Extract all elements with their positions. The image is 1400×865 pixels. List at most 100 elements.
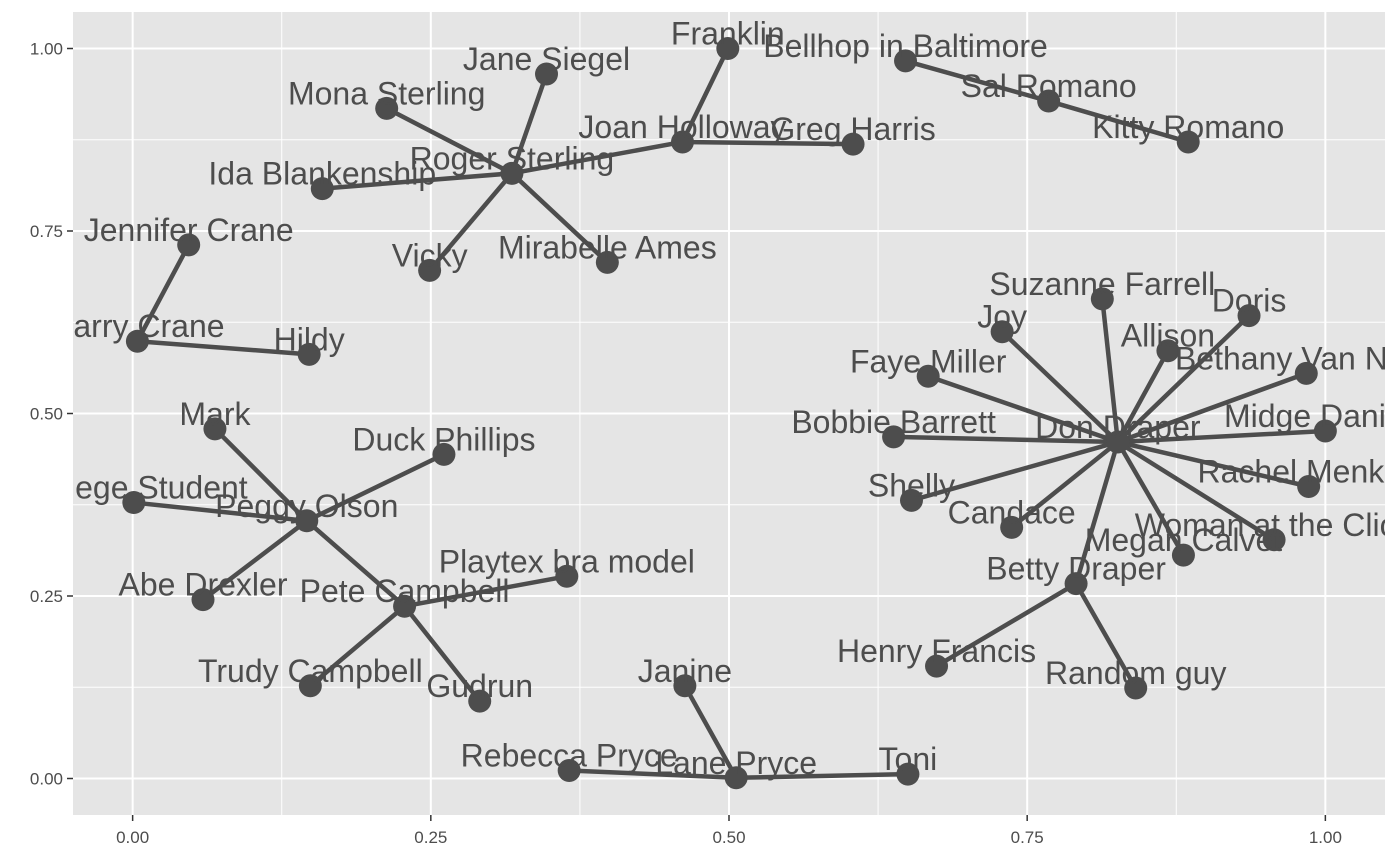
node-point xyxy=(916,364,940,388)
edge xyxy=(1009,439,1121,530)
y-tick-label: 1.00 xyxy=(30,40,63,59)
edge xyxy=(903,58,1051,104)
node-point xyxy=(310,177,334,201)
edge xyxy=(200,518,310,602)
node-point xyxy=(1313,419,1337,443)
edge xyxy=(1100,296,1121,445)
edge xyxy=(131,500,310,524)
node-label: Hildy xyxy=(274,321,345,357)
node-label: Vicky xyxy=(392,237,468,273)
edge xyxy=(999,329,1121,445)
node-label: Toni xyxy=(879,741,938,777)
node-point xyxy=(298,674,322,698)
node-label: Rachel Menken xyxy=(1197,454,1400,490)
node-label: Suzanne Farrell xyxy=(989,266,1215,302)
node-point xyxy=(1297,475,1321,498)
node-label: Pete Campbell xyxy=(300,573,510,609)
edge xyxy=(909,439,1121,503)
node-point xyxy=(393,594,417,618)
x-tick-label: 0.75 xyxy=(1011,828,1044,847)
edge xyxy=(1115,439,1277,543)
node-label: Don Draper xyxy=(1035,409,1201,445)
x-tick-label: 0.25 xyxy=(414,828,447,847)
nodes xyxy=(122,37,1337,790)
node-point xyxy=(841,132,865,156)
node-point xyxy=(418,258,442,282)
y-tick-label: 0.00 xyxy=(30,770,63,789)
node-label: Joy xyxy=(977,299,1027,335)
node-point xyxy=(375,96,399,120)
node-point xyxy=(555,564,579,588)
edge xyxy=(427,171,515,273)
node-label: Harry Crane xyxy=(50,308,224,344)
node-label: Trudy Campbell xyxy=(198,653,423,689)
node-point xyxy=(925,654,949,678)
node-label: Janine xyxy=(638,653,732,689)
node-label: Mark xyxy=(179,396,251,432)
node-label: Playtex bra model xyxy=(439,543,695,579)
node-label: Rebecca Pryce xyxy=(461,737,678,773)
node-label: Mona Sterling xyxy=(288,75,485,111)
edge xyxy=(1073,439,1121,586)
node-point xyxy=(1262,528,1286,552)
y-axis: 0.00 0.25 0.50 0.75 1.00 xyxy=(30,40,73,789)
node-label: Lane Pryce xyxy=(655,745,817,781)
edge xyxy=(304,518,407,609)
node-point xyxy=(1156,339,1180,363)
node-point xyxy=(896,762,920,786)
edge xyxy=(384,106,515,176)
node-point xyxy=(1294,361,1318,385)
x-tick-label: 0.00 xyxy=(116,828,149,847)
node-point xyxy=(1090,287,1114,311)
edge xyxy=(1073,581,1138,691)
node-point xyxy=(1237,304,1261,328)
node-label: Bobbie Barrett xyxy=(791,404,996,440)
node-label: Henry Francis xyxy=(837,633,1036,669)
node-label: Franklin xyxy=(671,16,785,52)
node-point xyxy=(432,442,456,466)
edge xyxy=(320,171,515,191)
node-label: Peggy Olson xyxy=(215,488,398,524)
node-point xyxy=(1124,676,1148,700)
node-label: Greg Harris xyxy=(770,111,935,147)
edge xyxy=(509,171,610,265)
node-label: Bethany Van Nuys xyxy=(1175,340,1400,376)
node-label: Midge Daniels xyxy=(1224,398,1400,434)
edge xyxy=(135,242,191,344)
node-label: Gudrun xyxy=(426,668,533,704)
y-tick-label: 0.25 xyxy=(30,587,63,606)
edge xyxy=(1115,428,1328,445)
edge xyxy=(1115,371,1309,445)
edge xyxy=(402,574,570,609)
edge xyxy=(934,581,1079,669)
node-label: Candace xyxy=(948,494,1076,530)
node-label: Mirabelle Ames xyxy=(498,229,717,265)
edge xyxy=(733,771,911,781)
edge xyxy=(925,374,1121,445)
node-label: Megan Calvet xyxy=(1085,522,1283,558)
edge xyxy=(891,434,1121,445)
node-point xyxy=(297,342,321,366)
node-label: Random guy xyxy=(1045,655,1226,691)
node-point xyxy=(500,161,524,185)
node-label: Woman at the Clios xyxy=(1135,507,1400,543)
node-label: Jennifer Crane xyxy=(84,212,294,248)
node-point xyxy=(882,425,906,449)
node-label: Bellhop in Baltimore xyxy=(763,28,1048,64)
node-point xyxy=(990,320,1014,344)
node-point xyxy=(557,758,581,782)
node-point xyxy=(125,329,149,353)
node-point xyxy=(1171,543,1195,567)
node-point xyxy=(899,488,923,512)
edge xyxy=(1115,313,1252,445)
node-point xyxy=(670,130,694,154)
node-point xyxy=(203,417,227,441)
node-label: Kitty Romano xyxy=(1092,109,1284,145)
edge xyxy=(509,71,549,176)
node-point xyxy=(535,62,559,86)
node-label: Faye Miller xyxy=(850,343,1007,379)
node-point xyxy=(177,233,201,257)
node-label: Roger Sterling xyxy=(410,140,615,176)
